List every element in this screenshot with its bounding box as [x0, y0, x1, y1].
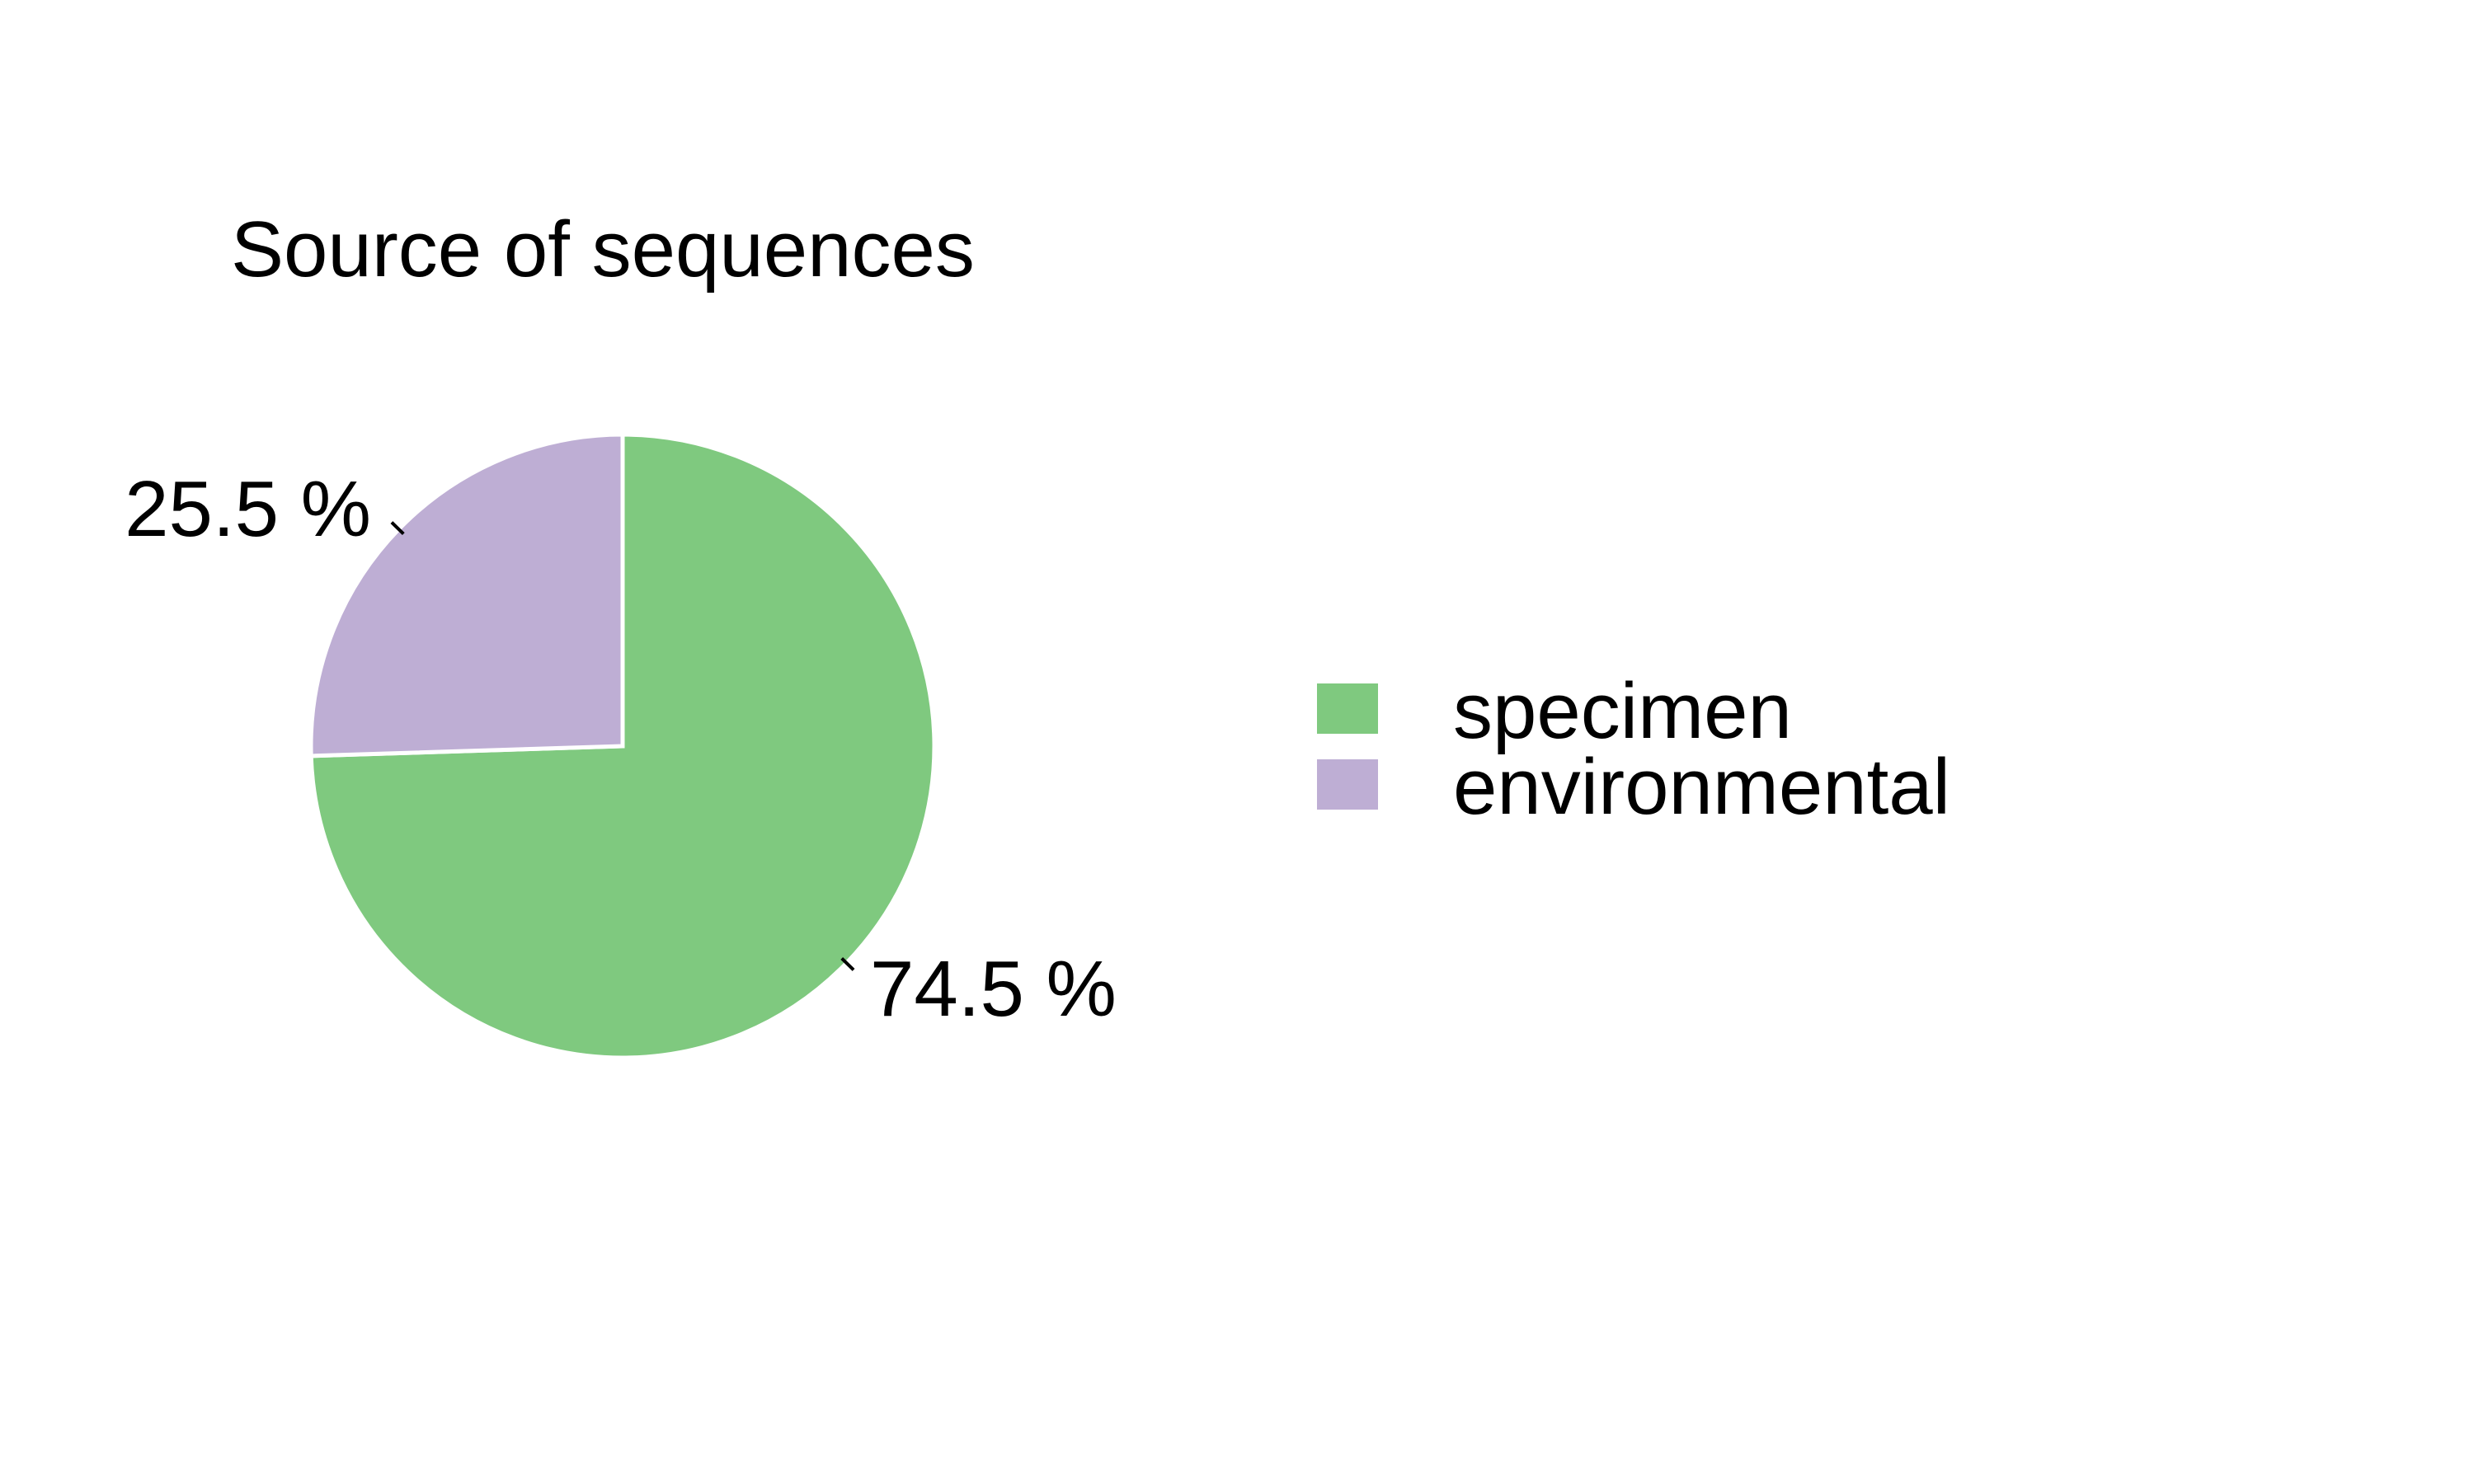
legend-label-environmental: environmental	[1453, 743, 1950, 831]
slice-label-leaders	[390, 521, 855, 971]
leader-line-specimen	[840, 957, 855, 971]
slice-label-specimen: 74.5 %	[870, 945, 1117, 1033]
legend-label-specimen: specimen	[1453, 667, 1792, 755]
pie-slices	[308, 432, 937, 1060]
chart-title: Source of sequences	[231, 205, 975, 294]
leader-line-environmental	[390, 521, 405, 535]
legend: specimen environmental	[1317, 667, 1950, 831]
legend-swatch-specimen	[1317, 683, 1378, 734]
slice-label-environmental: 25.5 %	[125, 465, 371, 553]
legend-swatch-environmental	[1317, 759, 1378, 810]
